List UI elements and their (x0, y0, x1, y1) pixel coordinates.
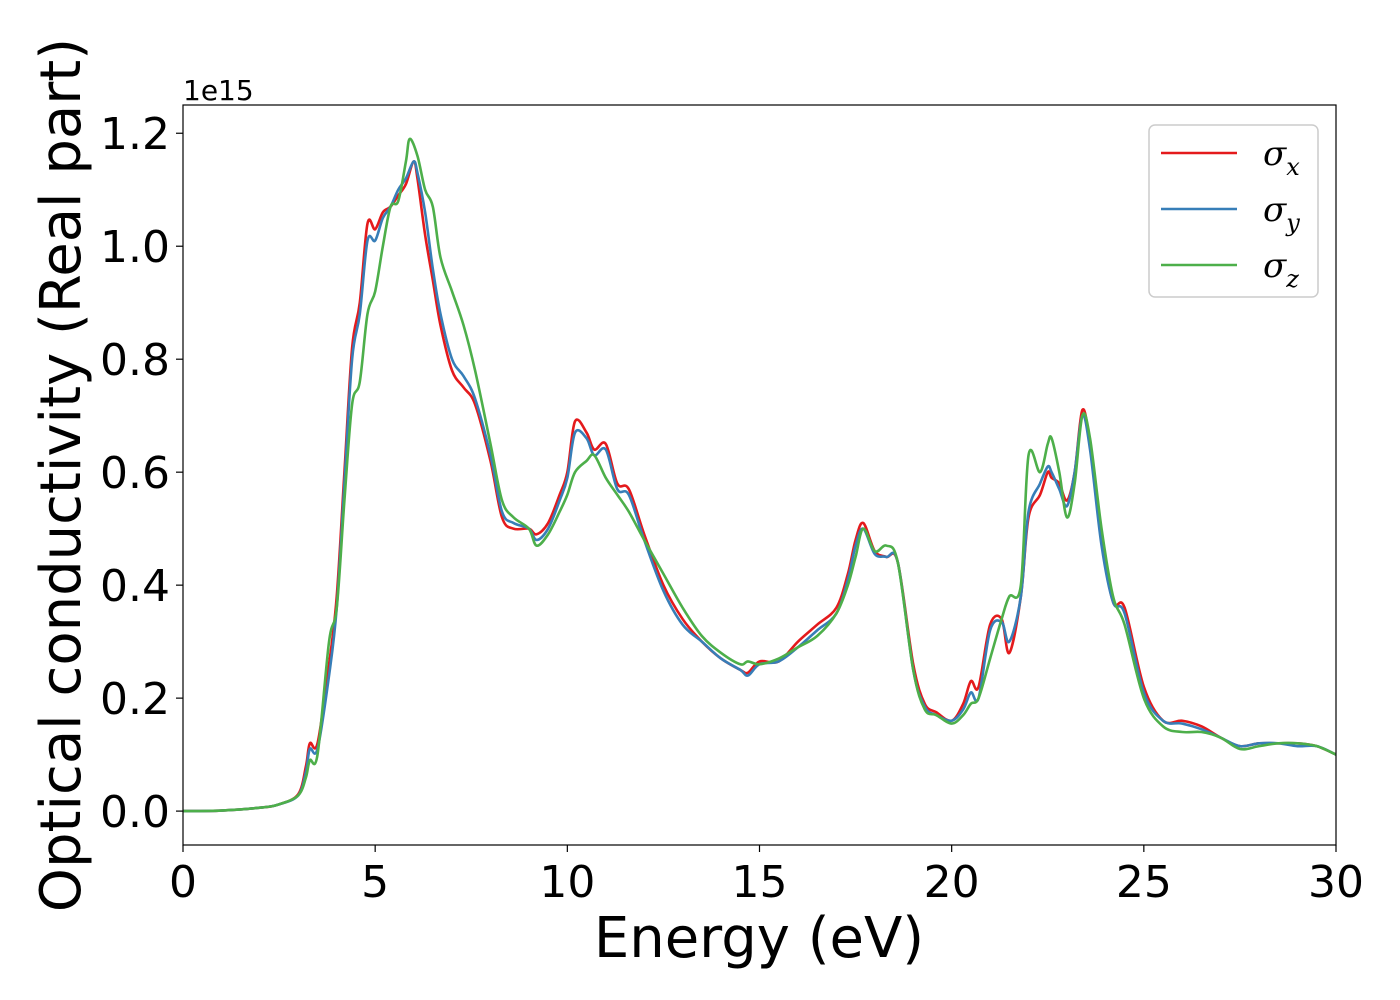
y-tick-label: 0.4 (100, 561, 170, 612)
series-line-z (183, 137, 1336, 813)
legend-label: σx (1263, 134, 1300, 181)
y-tick-label: 0.0 (100, 787, 170, 838)
y-axis-title: Optical conductivity (Real part) (29, 38, 94, 912)
x-tick-label: 10 (539, 857, 595, 908)
x-tick-label: 15 (732, 857, 788, 908)
x-tick-label: 20 (924, 857, 980, 908)
legend-item-z: σz (1161, 246, 1299, 293)
y-tick-label: 1.2 (100, 109, 170, 160)
y-offset-label: 1e15 (183, 74, 254, 107)
tick-layer: 0 5 10 15 20 25 30 0.0 0.2 0.4 0.6 0.8 1.0 1.2 (100, 109, 1364, 908)
x-tick-label: 5 (361, 857, 389, 908)
legend-label: σy (1263, 190, 1300, 237)
legend: σx σy σz (1148, 124, 1319, 298)
legend-box (1148, 124, 1319, 298)
y-tick-label: 0.6 (100, 448, 170, 499)
y-tick-label: 0.8 (100, 335, 170, 386)
legend-item-y: σy (1161, 190, 1300, 237)
series-layer (183, 137, 1336, 813)
x-tick-label: 30 (1308, 857, 1364, 908)
y-tick-label: 0.2 (100, 674, 170, 725)
y-tick-label: 1.0 (100, 222, 170, 273)
x-axis-title: Energy (eV) (594, 906, 924, 971)
x-tick-label: 25 (1116, 857, 1172, 908)
legend-item-x: σx (1161, 134, 1300, 181)
x-tick-label: 0 (169, 857, 197, 908)
legend-label: σz (1263, 246, 1299, 293)
legend-items: σx σy σz (1161, 134, 1300, 293)
